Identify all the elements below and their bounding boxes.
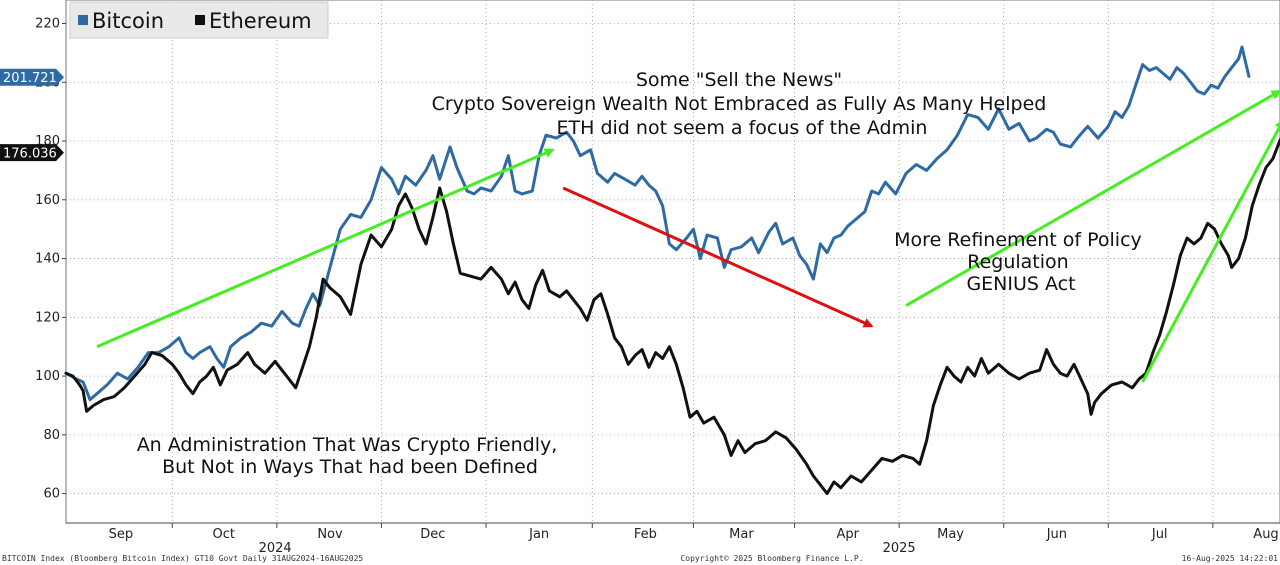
year-label: 2025 (883, 541, 916, 556)
last-value-badge-bitcoin: 201.721 (0, 68, 64, 86)
annotation-right-line-3: GENIUS Act (966, 273, 1075, 295)
series-lines (64, 45, 1280, 496)
y-tick-label: 160 (35, 193, 60, 208)
y-tick-label: 120 (35, 310, 60, 325)
x-tick-label: Nov (317, 527, 343, 542)
annotation-top: Some "Sell the News" Crypto Sovereign We… (432, 69, 1053, 139)
annotation-bottom: An Administration That Was Crypto Friend… (137, 434, 564, 478)
x-tick-label: Apr (836, 527, 859, 542)
x-tick-label: Jul (1151, 527, 1168, 542)
x-tick-label: Oct (212, 527, 234, 542)
legend: Bitcoin Ethereum (69, 1, 329, 39)
trend-arrows (96, 89, 1280, 383)
y-tick-label: 140 (35, 252, 60, 267)
annotation-top-line-1: Some "Sell the News" (636, 69, 842, 91)
green-trend-arrow (96, 148, 555, 349)
annotation-bottom-line-1: An Administration That Was Crypto Friend… (137, 434, 558, 456)
y-axis: 6080100120140160180200220 (35, 17, 66, 502)
x-tick-label: Feb (634, 527, 657, 542)
annotation-top-line-2: Crypto Sovereign Wealth Not Embraced as … (432, 93, 1047, 115)
last-value-badge-ethereum: 176.036 (0, 144, 64, 162)
x-tick-label: May (937, 527, 964, 542)
last-value-bitcoin: 201.721 (3, 71, 57, 86)
footer-source: BITCOIN Index (Bloomberg Bitcoin Index) … (2, 554, 363, 563)
last-value-ethereum: 176.036 (3, 147, 57, 162)
series-line-ethereum (64, 136, 1280, 496)
x-tick-label: Mar (729, 527, 754, 542)
annotation-top-line-3: ETH did not seem a focus of the Admin (557, 117, 928, 139)
y-tick-label: 80 (43, 428, 60, 443)
annotation-right-line-2: Regulation (967, 251, 1068, 273)
annotation-bottom-line-2: But Not in Ways That had been Defined (162, 456, 538, 478)
footer-copyright: Copyright© 2025 Bloomberg Finance L.P. (680, 554, 863, 563)
legend-label-bitcoin: Bitcoin (92, 9, 164, 33)
year-label: 2024 (259, 541, 292, 556)
x-tick-label: Aug (1253, 527, 1278, 542)
last-value-badge-ethereum-shape (0, 144, 64, 162)
x-tick-label: Dec (420, 527, 445, 542)
last-value-badge-bitcoin-shape (0, 68, 64, 86)
x-tick-label: Jan (528, 527, 549, 542)
legend-swatch-ethereum (195, 15, 205, 25)
last-value-badges: 201.721 176.036 (0, 68, 64, 162)
legend-label-ethereum: Ethereum (209, 9, 312, 33)
x-axis: Sep Oct Nov Dec Jan Feb Mar Apr May Jun Jul Aug (109, 523, 1279, 542)
x-tick-label: Jun (1046, 527, 1067, 542)
x-tick-label: Sep (109, 527, 134, 542)
annotation-right-line-1: More Refinement of Policy (894, 229, 1142, 251)
y-tick-label: 60 (43, 487, 60, 502)
annotation-right: More Refinement of Policy Regulation GEN… (894, 229, 1148, 295)
y-tick-label: 100 (35, 369, 60, 384)
red-trend-arrow (562, 186, 874, 328)
series-line-bitcoin (64, 45, 1251, 402)
green-trend-arrow (1141, 118, 1280, 383)
footer-timestamp: 16-Aug-2025 14:22:01 (1182, 554, 1279, 563)
legend-swatch-bitcoin (78, 15, 88, 25)
green-trend-arrow (905, 89, 1280, 307)
y-tick-label: 220 (35, 17, 60, 32)
year-labels: 2024 2025 (259, 541, 916, 556)
